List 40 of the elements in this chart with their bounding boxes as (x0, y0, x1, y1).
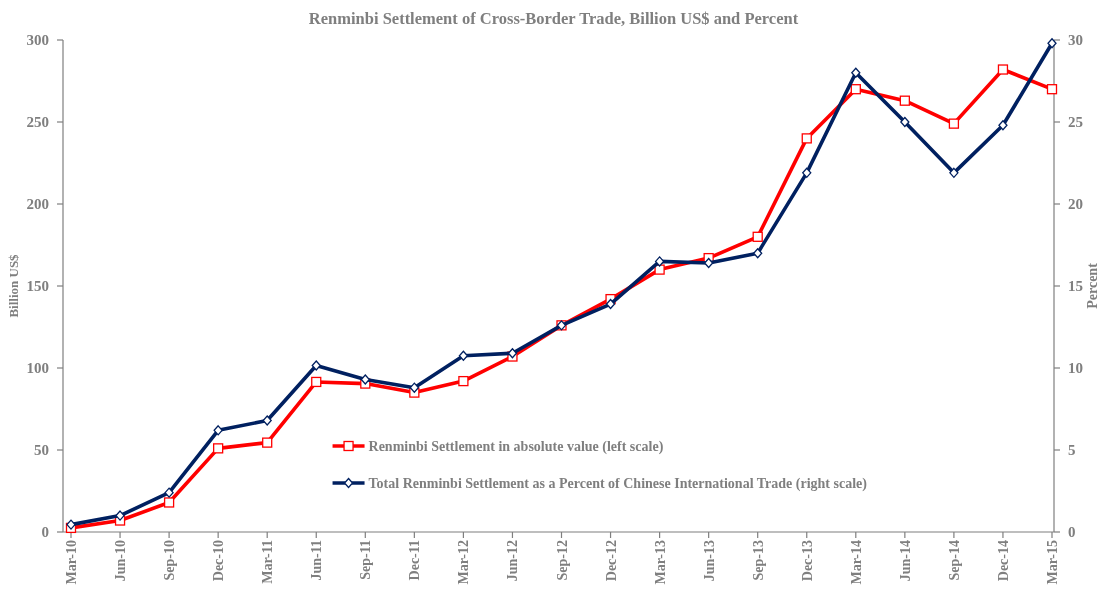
y2-tick-label: 20 (1068, 196, 1083, 213)
x-tick-label: Mar-11 (260, 540, 276, 584)
y-tick-label: 150 (26, 278, 49, 295)
x-tick-label: Sep-12 (554, 540, 570, 581)
y-tick-label: 100 (26, 360, 49, 377)
y2-tick-label: 15 (1068, 278, 1083, 295)
y-tick-label: 0 (41, 524, 49, 541)
y2-tick-label: 0 (1068, 524, 1076, 541)
x-tick-label: Jun-11 (309, 540, 325, 581)
legend-label: Renminbi Settlement in absolute value (left scale) (368, 438, 664, 455)
y-axis-title: Billion US$ (6, 253, 21, 318)
y2-tick-label: 30 (1068, 32, 1083, 49)
x-tick-label: Sep-14 (946, 540, 962, 581)
chart-title: Renminbi Settlement of Cross-Border Trade, Billion US$ and Percent (308, 9, 799, 28)
x-tick-label: Sep-10 (162, 540, 178, 581)
y2-tick-label: 25 (1068, 114, 1083, 131)
x-tick-label: Sep-11 (358, 540, 374, 580)
y2-tick-label: 10 (1068, 360, 1083, 377)
x-tick-label: Jun-12 (505, 540, 521, 582)
x-tick-label: Mar-15 (1045, 540, 1060, 585)
x-tick-label: Mar-10 (64, 540, 79, 585)
y-tick-label: 50 (34, 442, 49, 459)
x-tick-label: Mar-13 (652, 540, 668, 585)
x-tick-label: Dec-12 (603, 540, 619, 582)
x-tick-label: Dec-13 (799, 540, 815, 582)
x-tick-label: Jun-14 (897, 540, 913, 582)
y2-tick-label: 5 (1068, 442, 1076, 459)
y-tick-label: 200 (26, 196, 49, 213)
x-tick-label: Jun-10 (113, 540, 129, 582)
x-tick-label: Mar-12 (456, 540, 472, 585)
y2-axis-title: Percent (1085, 262, 1100, 309)
x-tick-label: Dec-11 (407, 540, 423, 581)
x-tick-label: Mar-14 (848, 540, 864, 585)
y-tick-label: 300 (26, 32, 49, 49)
x-tick-label: Jun-13 (701, 540, 717, 582)
x-tick-label: Dec-10 (211, 540, 227, 582)
legend-label: Total Renminbi Settlement as a Percent of Chinese International Trade (right scale) (368, 475, 868, 492)
x-tick-label: Dec-14 (995, 540, 1011, 582)
x-tick-label: Sep-13 (750, 540, 766, 581)
y-tick-label: 250 (26, 114, 49, 131)
